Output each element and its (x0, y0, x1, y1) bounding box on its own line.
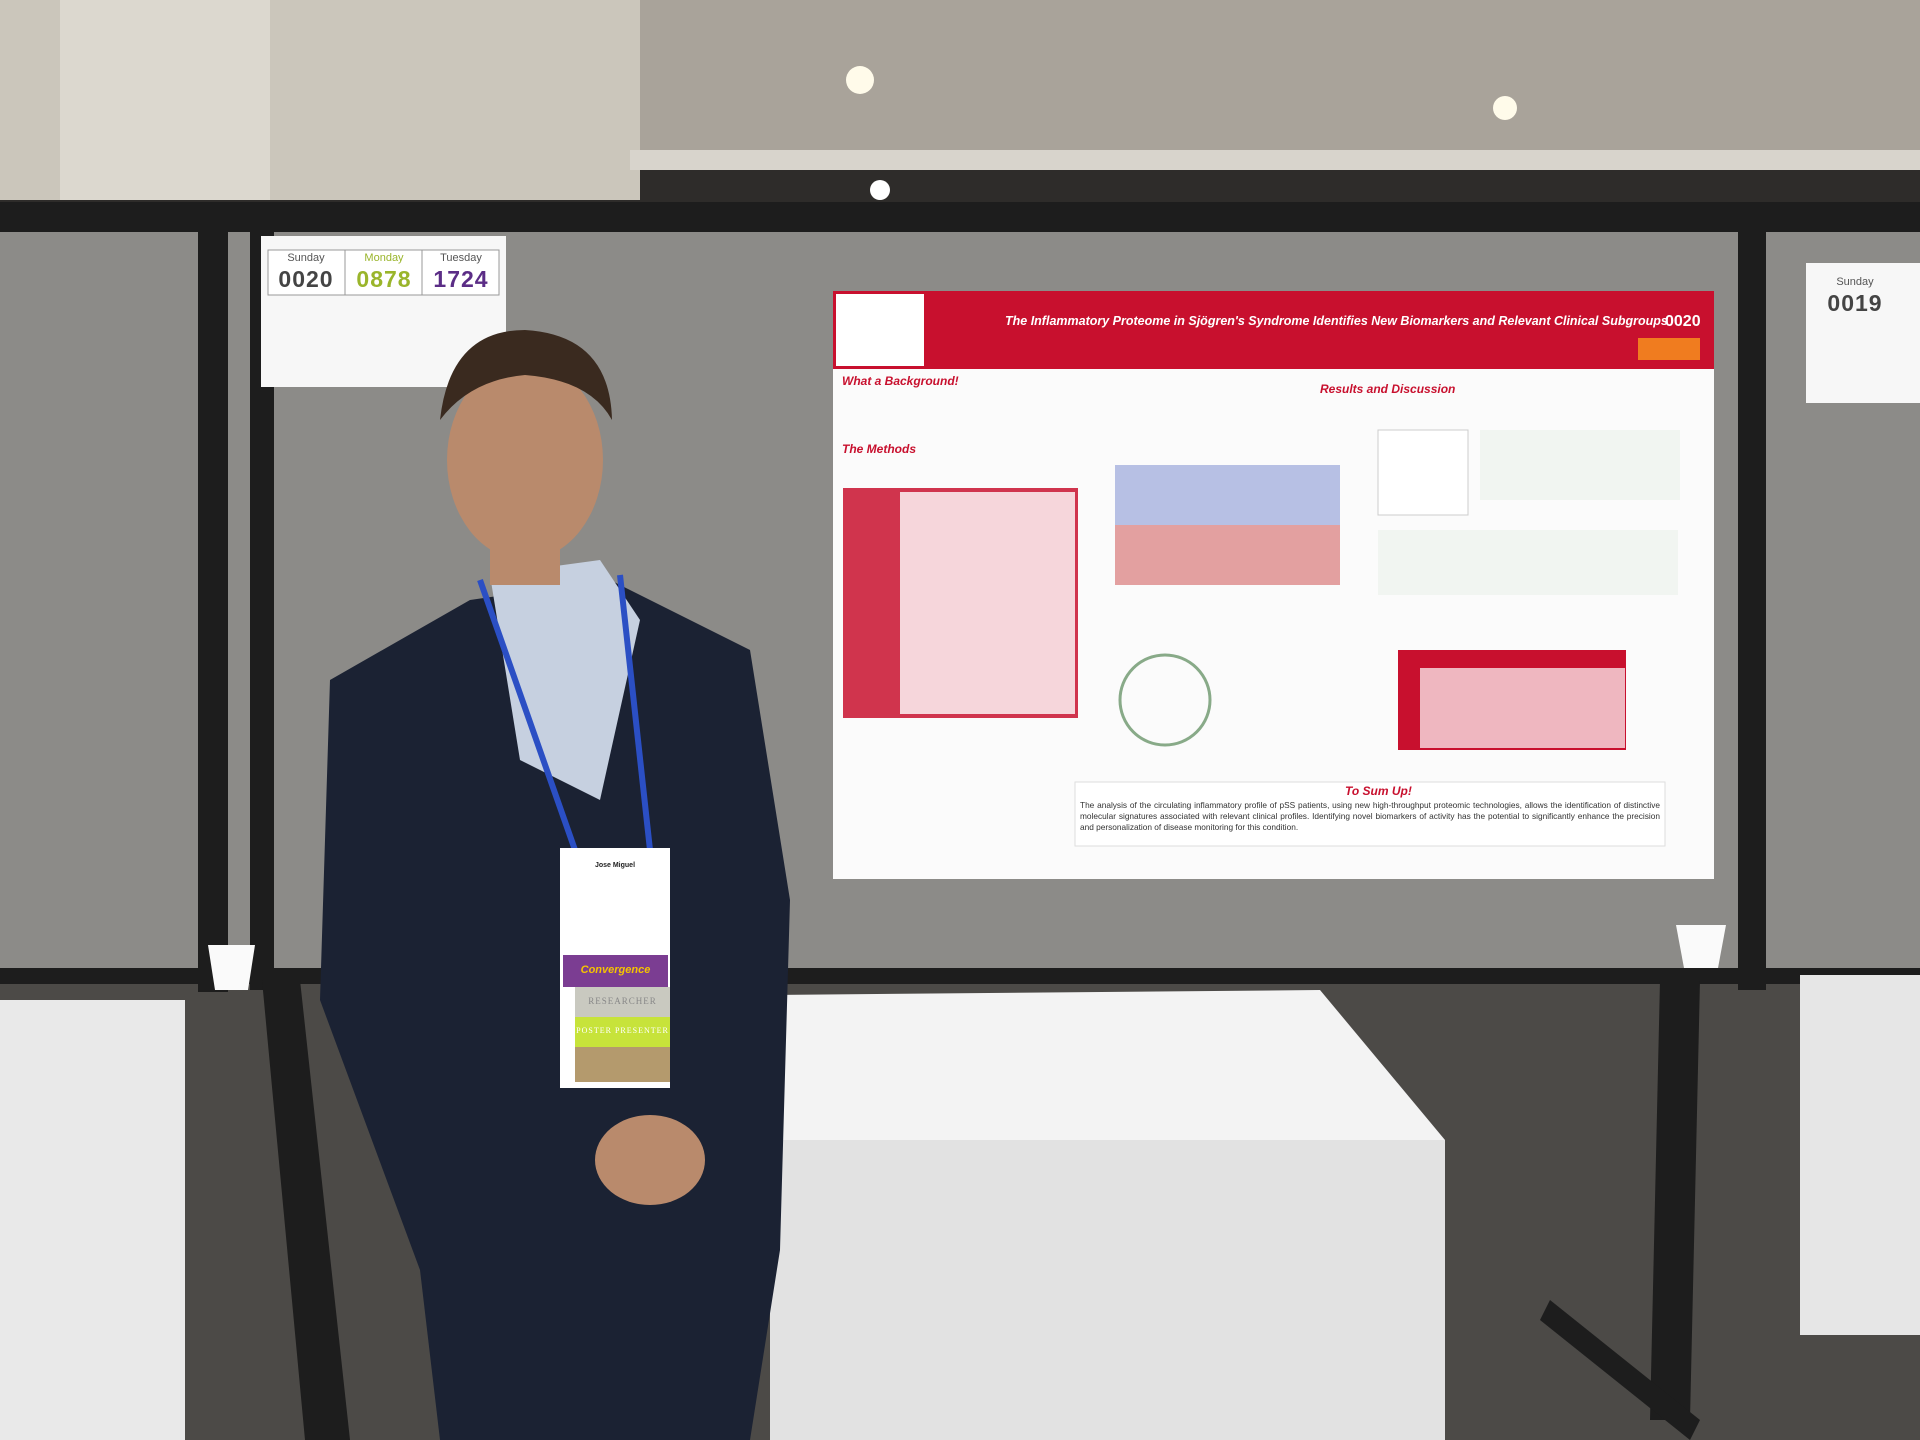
cup (1676, 925, 1726, 968)
poster-title: The Inflammatory Proteome in Sjögren's S… (1005, 314, 1668, 328)
summary-box (1074, 781, 1666, 847)
heatmap (1115, 525, 1340, 585)
box-plots (1378, 530, 1678, 595)
lanyard (477, 579, 578, 851)
table-top (770, 990, 1445, 1150)
suit (320, 580, 790, 1440)
table-skirt (0, 1000, 185, 1440)
poster-number: 1724 (433, 266, 489, 292)
box-plots (1480, 430, 1680, 500)
badge-event: Convergence (580, 964, 651, 976)
poster-number: 0878 (356, 266, 412, 292)
ribbon (575, 1047, 670, 1082)
poster-number: 0020 (1665, 313, 1701, 330)
light (1493, 96, 1517, 120)
table-skirt (1800, 975, 1920, 1335)
board-post (1738, 230, 1766, 990)
hair (440, 330, 612, 420)
poster-number: 0019 (1827, 290, 1883, 316)
schedule-sign (1806, 263, 1920, 403)
summary-text: The analysis of the circulating inflamma… (1080, 800, 1660, 832)
day-label: Tuesday (440, 252, 482, 264)
board-leg (1650, 980, 1700, 1420)
section-heading: Results and Discussion (1320, 382, 1456, 396)
ribbon-label: RESEARCHER (588, 996, 657, 1006)
logo-block (836, 294, 924, 366)
badge-name: Jose Miguel (594, 862, 636, 869)
network (1118, 653, 1212, 747)
ribbon (575, 1017, 670, 1047)
section-heading: What a Background! (842, 374, 959, 388)
shirt (490, 560, 640, 800)
results-table-body (1420, 668, 1625, 748)
section-heading: To Sum Up! (1345, 784, 1412, 798)
lanyard (617, 574, 653, 851)
board-post (198, 202, 228, 992)
methods-table-body (900, 492, 1075, 714)
column (60, 0, 270, 200)
board-leg (262, 980, 350, 1440)
logo-badge (1638, 338, 1700, 360)
poster-number: 0020 (278, 266, 334, 292)
board-foot (1540, 1300, 1700, 1440)
schedule-grid (267, 249, 500, 296)
day-label: Sunday (287, 252, 325, 264)
hands (595, 1115, 705, 1205)
ribbon (575, 987, 670, 1017)
section-heading: The Methods (842, 442, 916, 456)
scatter-plot (1377, 429, 1469, 516)
badge-band (563, 955, 668, 987)
board-frame (0, 202, 1920, 232)
ceiling-panel (640, 0, 1920, 150)
cup (208, 945, 255, 990)
poster-header (833, 291, 1714, 369)
day-label: Sunday (1836, 276, 1874, 288)
day-label: Monday (364, 252, 404, 264)
table-skirt (770, 1140, 1445, 1440)
neck (490, 540, 560, 585)
ribbon-label: POSTER PRESENTER (576, 1026, 669, 1035)
beam (630, 150, 1920, 170)
light (846, 66, 874, 94)
light (870, 180, 890, 200)
face (447, 360, 603, 560)
